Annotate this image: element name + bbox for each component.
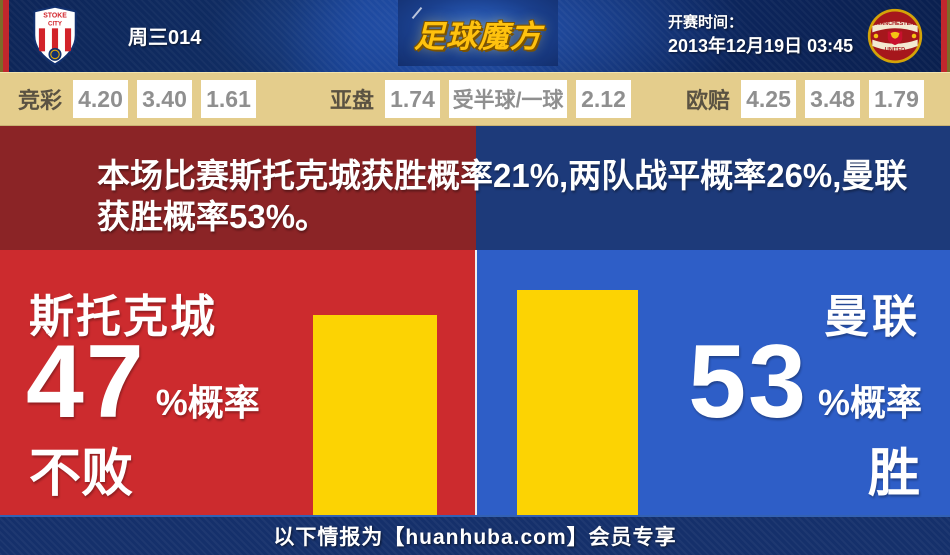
away-percent-value: 53 [688,324,808,440]
away-probability-bar [517,290,638,515]
home-team-name: 斯托克城 [29,291,218,342]
odds-label: 亚盘 [330,88,375,113]
home-crest-text: STOKE [43,13,67,20]
away-team-crest-icon: MANCHESTER UNITED [866,6,924,66]
odds-handicap: 受半球/一球 [449,80,568,118]
away-percent-row: 53 %概率 [688,324,922,440]
away-percent-suffix: %概率 [817,382,922,423]
footer-text: 以下情报为【huanhuba.com】会员专享 [273,526,677,549]
probability-banner: 本场比赛斯托克城获胜概率21%,两队战平概率26%,曼联 获胜概率53%。 [0,126,950,250]
odds-value: 4.20 [73,80,129,118]
away-crest-text-2: UNITED [885,47,905,53]
away-crest-text: MANCHESTER [876,21,914,27]
odds-value: 1.61 [201,80,257,118]
odds-value: 2.12 [576,80,632,118]
home-percent-suffix: %概率 [155,382,260,423]
home-outcome-label: 不败 [29,445,134,503]
kickoff-time-block: 开赛时间： 2013年12月19日 03:45 [668,12,853,59]
left-red-stripe [3,0,9,72]
summary-line-2: 获胜概率53%。 [97,198,329,235]
site-logo[interactable]: 足球魔方 [398,0,558,66]
left-gold-edge [0,0,3,72]
odds-value: 1.79 [869,80,925,118]
banner-red-half [0,126,476,250]
away-outcome-label: 胜 [867,445,920,503]
odds-value: 4.25 [741,80,797,118]
odds-value: 1.74 [385,80,441,118]
banner-blue-half [476,126,950,250]
odds-group-jingcai: 竞彩 4.20 3.40 1.61 [18,72,257,126]
odds-bar: 竞彩 4.20 3.40 1.61 亚盘 1.74 受半球/一球 2.12 欧赔… [0,72,950,126]
odds-label: 欧赔 [686,88,731,113]
home-probability-bar [313,315,437,515]
section-divider [475,250,477,515]
kickoff-label: 开赛时间： [668,14,744,31]
odds-value: 3.40 [137,80,193,118]
kickoff-datetime: 2013年12月19日 03:45 [668,36,854,56]
odds-group-yapan: 亚盘 1.74 受半球/一球 2.12 [330,72,632,126]
header: STOKE CITY 周三014 足球魔方 开赛时间： 2013年12月19日 … [0,0,950,72]
right-gold-edge [947,0,950,72]
odds-value: 3.48 [805,80,861,118]
summary-line-1: 本场比赛斯托克城获胜概率21%,两队战平概率26%,曼联 [97,157,908,194]
home-percent-value: 47 [26,324,146,440]
away-team-name: 曼联 [823,291,920,342]
odds-label: 竞彩 [18,88,63,113]
site-logo-text: 足球魔方 [414,18,542,54]
home-team-crest-icon: STOKE CITY [32,6,78,66]
probability-summary: 本场比赛斯托克城获胜概率21%,两队战平概率26%,曼联 获胜概率53%。 [97,155,907,237]
home-percent-row: 47 %概率 [26,324,260,440]
footer: 以下情报为【huanhuba.com】会员专享 [0,515,950,555]
right-red-stripe [941,0,947,72]
home-crest-text-2: CITY [48,20,62,27]
odds-group-oupei: 欧赔 4.25 3.48 1.79 [686,72,925,126]
match-code: 周三014 [128,27,202,49]
main-comparison: 斯托克城 47 %概率 不败 曼联 53 %概率 胜 [0,250,950,515]
